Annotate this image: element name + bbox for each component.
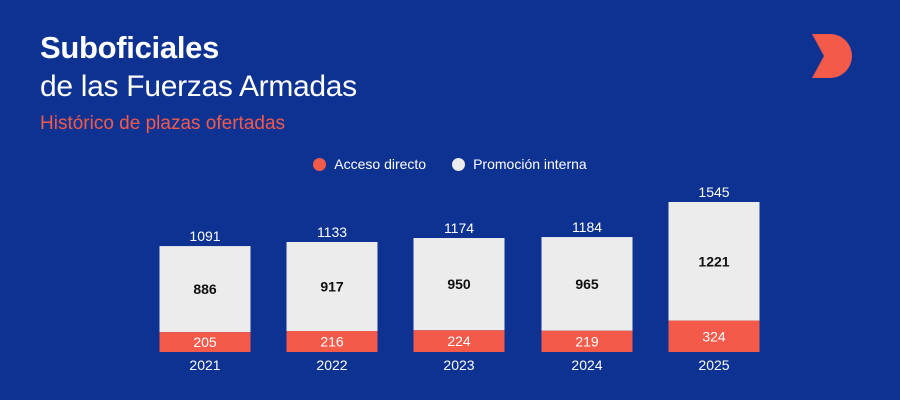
data-label-promocion-interna-2021: 886 — [193, 281, 217, 297]
data-label-acceso-directo-2023: 224 — [447, 333, 471, 349]
data-label-promocion-interna-2025: 1221 — [698, 253, 729, 269]
chart-subtitle: Histórico de plazas ofertadas — [40, 113, 286, 134]
bar-acceso-directo-2024 — [541, 330, 633, 352]
legend-swatch-acceso-directo — [313, 157, 327, 171]
legend-label-acceso-directo: Acceso directo — [334, 156, 427, 172]
bar-promocion-interna-2022 — [286, 242, 378, 332]
legend-item-acceso-directo: Acceso directo — [313, 156, 426, 172]
total-label-2024: 1184 — [572, 219, 602, 235]
bar-acceso-directo-2025 — [668, 320, 760, 352]
bar-promocion-interna-2021 — [159, 246, 251, 333]
data-label-acceso-directo-2022: 216 — [320, 334, 344, 350]
data-label-promocion-interna-2023: 950 — [447, 276, 471, 292]
x-tick-label-2022: 2022 — [316, 357, 347, 373]
total-label-2025: 1545 — [698, 184, 729, 200]
chart-title: Suboficiales — [40, 30, 220, 65]
bar-acceso-directo-2022 — [286, 331, 378, 352]
total-label-2023: 1174 — [444, 220, 474, 236]
data-label-promocion-interna-2022: 917 — [320, 279, 344, 295]
x-tick-label-2024: 2024 — [571, 357, 602, 373]
legend-swatch-promocion-interna — [452, 157, 466, 171]
bar-promocion-interna-2025 — [668, 202, 760, 321]
bar-acceso-directo-2021 — [159, 332, 251, 352]
data-label-acceso-directo-2025: 324 — [702, 328, 726, 344]
bar-acceso-directo-2023 — [413, 330, 505, 352]
x-tick-label-2021: 2021 — [189, 357, 220, 373]
legend-label-promocion-interna: Promoción interna — [473, 156, 587, 172]
d-logo-icon — [812, 34, 852, 78]
total-label-2022: 1133 — [317, 224, 347, 240]
chart-title-line-2: de las Fuerzas Armadas — [40, 70, 357, 103]
x-tick-label-2023: 2023 — [443, 357, 474, 373]
x-tick-label-2025: 2025 — [698, 357, 729, 373]
data-label-promocion-interna-2024: 965 — [575, 276, 599, 292]
bar-promocion-interna-2023 — [413, 238, 505, 331]
legend: Acceso directo Promoción interna — [0, 156, 900, 172]
bar-promocion-interna-2024 — [541, 237, 633, 331]
data-label-acceso-directo-2021: 205 — [193, 334, 217, 350]
total-label-2021: 1091 — [189, 228, 220, 244]
data-label-acceso-directo-2024: 219 — [575, 333, 599, 349]
legend-item-promocion-interna: Promoción interna — [452, 156, 587, 172]
